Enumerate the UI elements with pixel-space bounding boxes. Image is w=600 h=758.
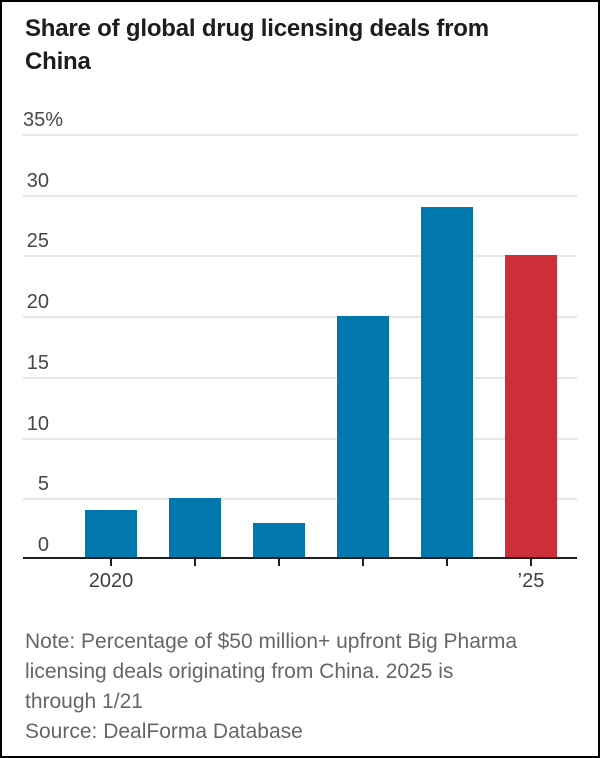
source-text: Source: DealForma Database: [25, 720, 303, 743]
bar: [169, 498, 221, 559]
x-axis-label: ’25: [517, 570, 545, 592]
y-axis-label: 35%: [23, 109, 64, 131]
gridline: [23, 437, 577, 440]
note-line: through 1/21: [25, 690, 143, 713]
note-text: Note: Percentage of $50 million+ upfront…: [25, 627, 573, 717]
y-axis-label: 15: [26, 351, 49, 374]
y-axis-label: 25: [26, 230, 49, 253]
bar: [253, 522, 305, 559]
plot-area: 0 5 10 15 20 25 30 35% 2020 ’25: [23, 110, 577, 592]
gridline: [23, 134, 577, 136]
gridline: [23, 255, 577, 258]
y-axis-label: 30: [26, 169, 49, 192]
note-line: licensing deals originating from China. …: [25, 660, 454, 683]
gridline: [23, 316, 577, 319]
chart-title-line: China: [25, 48, 91, 75]
gridline: [23, 498, 577, 501]
chart-title: Share of global drug licensing deals fro…: [25, 12, 560, 78]
bar: [337, 316, 389, 559]
axis-tick: [530, 559, 532, 566]
y-axis-label: 5: [37, 473, 49, 496]
x-axis-label: 2020: [88, 570, 134, 592]
bar: [85, 510, 137, 559]
note-line: Note: Percentage of $50 million+ upfront…: [25, 630, 518, 653]
y-axis-label: 20: [26, 291, 49, 314]
axis-tick: [110, 559, 112, 566]
bar: [505, 255, 557, 559]
axis-tick: [194, 559, 196, 566]
axis-tick: [362, 559, 364, 566]
axis-tick: [446, 559, 448, 566]
chart-title-line: Share of global drug licensing deals fro…: [25, 15, 489, 42]
axis-tick: [278, 559, 280, 566]
y-axis-label: 10: [26, 412, 49, 435]
chart-footnote: Note: Percentage of $50 million+ upfront…: [25, 627, 573, 747]
gridline: [23, 376, 577, 379]
x-axis-line: [23, 557, 577, 559]
bar: [421, 206, 473, 559]
gridline: [23, 194, 577, 197]
y-axis-label: 0: [37, 534, 49, 556]
